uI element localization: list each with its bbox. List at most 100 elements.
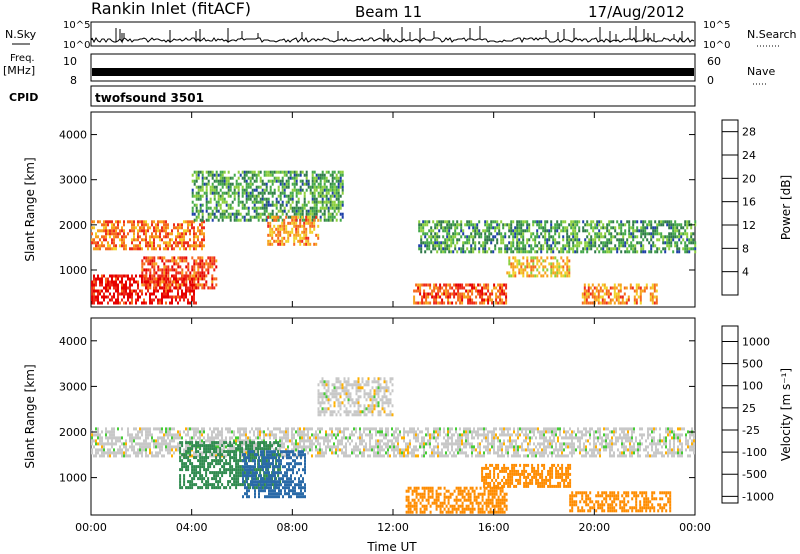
- data-cell: [542, 244, 545, 248]
- data-cell: [381, 430, 383, 434]
- data-cell: [528, 262, 531, 266]
- data-cell: [459, 292, 462, 296]
- data-cell: [213, 185, 216, 189]
- data-cell: [227, 185, 230, 189]
- data-cell: [610, 220, 613, 224]
- data-cell: [381, 448, 383, 452]
- data-cell: [651, 292, 654, 296]
- data-cell: [443, 430, 445, 434]
- data-cell: [458, 247, 461, 251]
- data-cell: [105, 235, 107, 239]
- data-cell: [113, 451, 115, 455]
- data-cell: [420, 250, 423, 254]
- data-cell: [572, 238, 575, 242]
- data-cell: [381, 433, 383, 437]
- data-cell: [93, 283, 95, 287]
- data-cell: [277, 188, 280, 192]
- data-cell: [672, 229, 675, 233]
- data-cell: [535, 454, 537, 458]
- data-cell: [201, 247, 203, 251]
- data-cell: [471, 433, 473, 437]
- data-cell: [197, 194, 200, 198]
- data-cell: [533, 442, 535, 446]
- data-cell: [195, 274, 197, 278]
- data-cell: [145, 433, 147, 437]
- data-cell: [518, 271, 521, 275]
- data-cell: [219, 173, 222, 177]
- data-cell: [305, 448, 307, 452]
- data-cell: [145, 445, 147, 449]
- data-cell: [520, 220, 523, 224]
- data-cell: [487, 289, 490, 293]
- data-cell: [123, 301, 125, 305]
- data-cell: [563, 442, 565, 446]
- data-cell: [163, 286, 166, 290]
- data-cell: [195, 197, 198, 201]
- data-cell: [469, 295, 472, 299]
- data-cell: [459, 442, 461, 446]
- data-cell: [423, 445, 425, 449]
- data-cell: [586, 241, 589, 245]
- data-cell: [440, 226, 443, 230]
- data-cell: [353, 433, 355, 437]
- data-cell: [564, 229, 567, 233]
- data-cell: [159, 427, 161, 431]
- data-cell: [385, 451, 387, 455]
- data-cell: [479, 283, 482, 287]
- data-cell: [461, 442, 463, 446]
- data-cell: [537, 442, 539, 446]
- data-cell: [639, 292, 642, 296]
- data-cell: [538, 247, 541, 251]
- nave-label: Nave: [747, 65, 775, 78]
- data-cell: [297, 188, 300, 192]
- data-cell: [447, 430, 449, 434]
- data-cell: [139, 430, 141, 434]
- data-cell: [131, 229, 133, 233]
- data-cell: [285, 194, 288, 198]
- data-cell: [321, 451, 323, 455]
- data-cell: [323, 206, 326, 210]
- data-cell: [494, 247, 497, 251]
- data-cell: [191, 188, 194, 192]
- data-cell: [572, 229, 575, 233]
- data-cell: [572, 226, 575, 230]
- data-cell: [211, 430, 213, 434]
- data-cell: [515, 445, 517, 449]
- data-cell: [157, 451, 159, 455]
- data-cell: [109, 448, 111, 452]
- data-cell: [459, 301, 462, 305]
- data-cell: [395, 448, 397, 452]
- data-cell: [447, 292, 450, 296]
- data-cell: [219, 176, 222, 180]
- data-cell: [351, 430, 353, 434]
- data-cell: [573, 451, 575, 455]
- data-cell: [564, 262, 567, 266]
- data-cell: [546, 238, 549, 242]
- data-cell: [333, 182, 336, 186]
- data-cell: [552, 226, 555, 230]
- data-cell: [297, 200, 300, 204]
- data-cell: [133, 226, 135, 230]
- data-cell: [313, 182, 316, 186]
- data-cell: [315, 188, 318, 192]
- data-cell: [409, 439, 411, 443]
- data-cell: [594, 223, 597, 227]
- data-cell: [558, 241, 561, 245]
- data-cell: [203, 277, 206, 281]
- data-cell: [594, 226, 597, 230]
- data-cell: [608, 241, 611, 245]
- data-cell: [585, 295, 588, 299]
- data-cell: [311, 200, 314, 204]
- data-cell: [257, 170, 260, 174]
- data-cell: [315, 185, 318, 189]
- data-cell: [237, 439, 239, 443]
- data-cell: [553, 451, 555, 455]
- data-cell: [215, 277, 218, 281]
- data-cell: [279, 170, 282, 174]
- data-cell: [197, 188, 200, 192]
- data-cell: [123, 292, 125, 296]
- data-cell: [461, 286, 464, 290]
- data-cell: [147, 280, 149, 284]
- data-cell: [241, 439, 243, 443]
